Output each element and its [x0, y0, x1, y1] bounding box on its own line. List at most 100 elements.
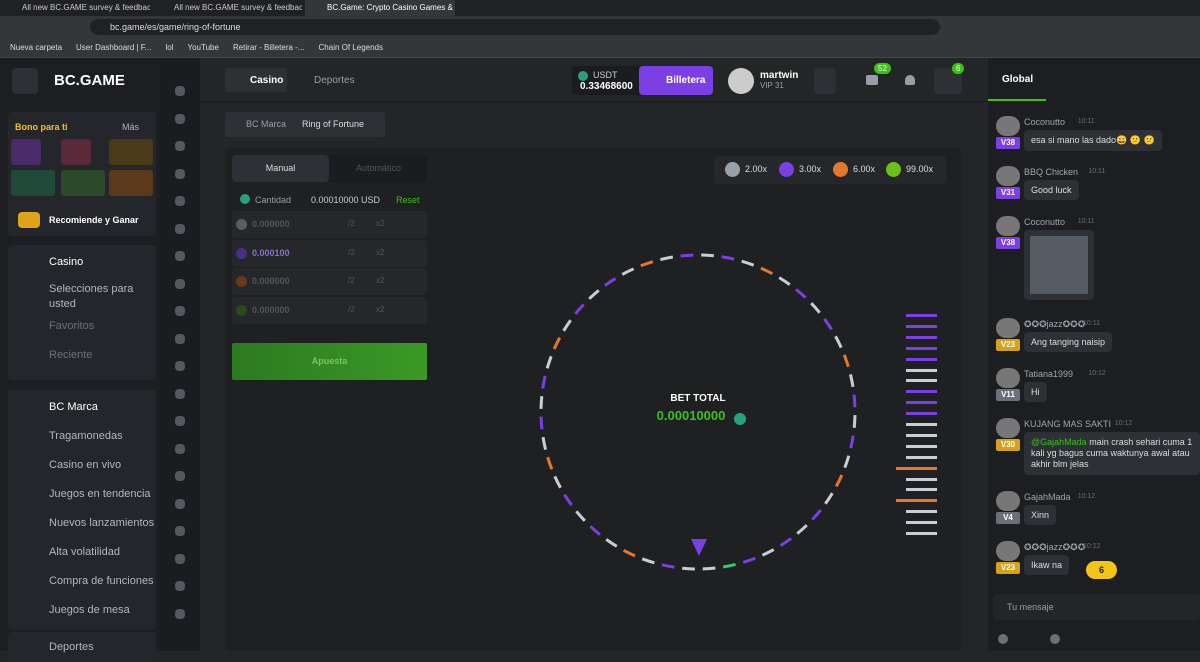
username[interactable]: martwin [760, 70, 799, 81]
menu-button[interactable] [814, 68, 836, 94]
double-button[interactable]: x2 [376, 247, 385, 257]
chat-input[interactable]: Tu mensaje [993, 594, 1200, 620]
half-button[interactable]: /2 [348, 304, 355, 314]
emoji-button[interactable] [998, 634, 1008, 644]
sidebar-item[interactable]: Alta volatilidad [49, 546, 120, 558]
sidebar-item[interactable]: Nuevos lanzamientos [49, 517, 155, 529]
avatar[interactable] [728, 68, 754, 94]
chat-avatar[interactable] [996, 368, 1020, 388]
double-button[interactable]: x2 [376, 276, 385, 285]
chat-username[interactable]: KUJANG MAS SAKTI [1024, 419, 1112, 429]
breadcrumb[interactable]: BC Marca [246, 119, 287, 129]
chat-avatar[interactable] [996, 166, 1020, 186]
sidebar-item[interactable]: Reciente [49, 349, 93, 361]
chat-avatar[interactable] [996, 418, 1020, 438]
rail-icon[interactable] [175, 223, 185, 234]
row-value[interactable]: 0.000000 [252, 276, 290, 286]
chat-username[interactable]: Coconutto [1024, 217, 1066, 227]
rail-icon[interactable] [175, 471, 185, 481]
chat-avatar[interactable] [996, 491, 1020, 511]
rail-icon[interactable] [175, 168, 185, 179]
bonus-icon[interactable] [109, 170, 153, 196]
sidebar-item[interactable]: Juegos en tendencia [49, 488, 151, 500]
menu-button[interactable] [12, 68, 38, 94]
unread-badge[interactable]: 6 [1086, 561, 1117, 579]
bet-button[interactable]: Apuesta [232, 343, 427, 380]
gif-button[interactable] [1050, 634, 1060, 644]
chat-avatar[interactable] [996, 541, 1020, 561]
multiplier[interactable]: 6.00x [853, 164, 876, 174]
multiplier-dot[interactable] [779, 162, 794, 177]
multiplier[interactable]: 2.00x [745, 164, 768, 174]
bookmark[interactable]: Nueva carpeta [10, 43, 63, 52]
bookmark[interactable]: Chain Of Legends [318, 43, 384, 52]
bookmark[interactable]: YouTube [187, 43, 219, 52]
more-link[interactable]: Más [122, 122, 140, 132]
half-button[interactable]: /2 [348, 247, 355, 257]
browser-tab[interactable]: BC.Game: Crypto Casino Games & [305, 0, 455, 16]
rail-icon[interactable] [175, 526, 185, 536]
half-button[interactable]: /2 [348, 219, 355, 228]
rail-icon[interactable] [175, 278, 185, 289]
nav-sports[interactable]: Deportes [314, 75, 355, 86]
rail-icon[interactable] [175, 251, 185, 261]
rail-icon[interactable] [175, 443, 185, 454]
multiplier-dot[interactable] [886, 162, 901, 177]
chat-username[interactable]: ✪✪✪jazz✪✪✪ [1024, 319, 1086, 329]
wallet-button[interactable]: Billetera [639, 66, 713, 95]
multiplier[interactable]: 99.00x [906, 164, 934, 174]
bonus-icon[interactable] [61, 170, 105, 196]
rail-icon[interactable] [175, 86, 185, 96]
half-button[interactable]: /2 [348, 276, 355, 285]
row-value[interactable]: 0.000000 [252, 304, 290, 315]
bonus-icon[interactable] [61, 139, 91, 165]
bell-icon[interactable] [905, 75, 915, 85]
double-button[interactable]: x2 [376, 219, 385, 228]
double-button[interactable]: x2 [376, 304, 385, 314]
bonus-icon[interactable] [11, 170, 55, 196]
browser-tab[interactable]: All new BC.GAME survey & feedback [174, 3, 302, 12]
logo[interactable]: BC.GAME [54, 72, 125, 89]
rail-icon[interactable] [175, 388, 185, 399]
chat-avatar[interactable] [996, 116, 1020, 136]
bonus-icon[interactable] [109, 139, 153, 165]
chat-username[interactable]: BBQ Chicken [1024, 167, 1079, 177]
mail-icon[interactable] [866, 75, 878, 85]
rail-icon[interactable] [175, 498, 185, 509]
reset-button[interactable]: Reset [396, 195, 420, 205]
sidebar-item[interactable]: Juegos de mesa [49, 604, 130, 616]
rail-icon[interactable] [175, 581, 185, 591]
chat-avatar[interactable] [996, 216, 1020, 236]
sidebar-item[interactable]: Tragamonedas [49, 430, 123, 442]
rail-icon[interactable] [175, 608, 185, 619]
nav-casino[interactable]: Casino [250, 75, 284, 86]
rail-icon[interactable] [175, 553, 185, 564]
chat-username[interactable]: ✪✪✪jazz✪✪✪ [1024, 542, 1086, 552]
row-value[interactable]: 0.000100 [252, 247, 290, 258]
sidebar-item[interactable]: Compra de funciones [49, 575, 154, 587]
bookmark[interactable]: lol [165, 43, 174, 52]
address-bar[interactable]: bc.game/es/game/ring-of-fortune [90, 19, 940, 35]
chat-username[interactable]: GajahMada [1024, 492, 1071, 502]
mode-tab[interactable]: Manual [232, 155, 329, 182]
currency[interactable]: USDT [593, 70, 618, 80]
casino-section[interactable]: Casino [49, 256, 84, 268]
mention[interactable]: @GajahMada [1031, 437, 1087, 447]
mode-tab[interactable]: Automático [355, 163, 402, 173]
rail-icon[interactable] [175, 196, 185, 206]
sidebar-item[interactable]: Deportes [49, 641, 94, 653]
sidebar-item[interactable]: Favoritos [49, 320, 95, 332]
multiplier[interactable]: 3.00x [799, 164, 822, 174]
brand-section[interactable]: BC Marca [49, 401, 98, 413]
rail-icon[interactable] [175, 306, 185, 316]
rail-icon[interactable] [175, 333, 185, 344]
bonus-icon[interactable] [11, 139, 41, 165]
rail-icon[interactable] [175, 141, 185, 151]
chat-username[interactable]: Tatiana1999 [1024, 369, 1074, 379]
chat-avatar[interactable] [996, 318, 1020, 338]
rail-icon[interactable] [175, 416, 185, 426]
row-value[interactable]: 0.000000 [252, 219, 290, 229]
rail-icon[interactable] [175, 361, 185, 371]
sidebar-item[interactable]: Casino en vivo [49, 459, 122, 471]
chat-username[interactable]: Coconutto [1024, 117, 1066, 127]
